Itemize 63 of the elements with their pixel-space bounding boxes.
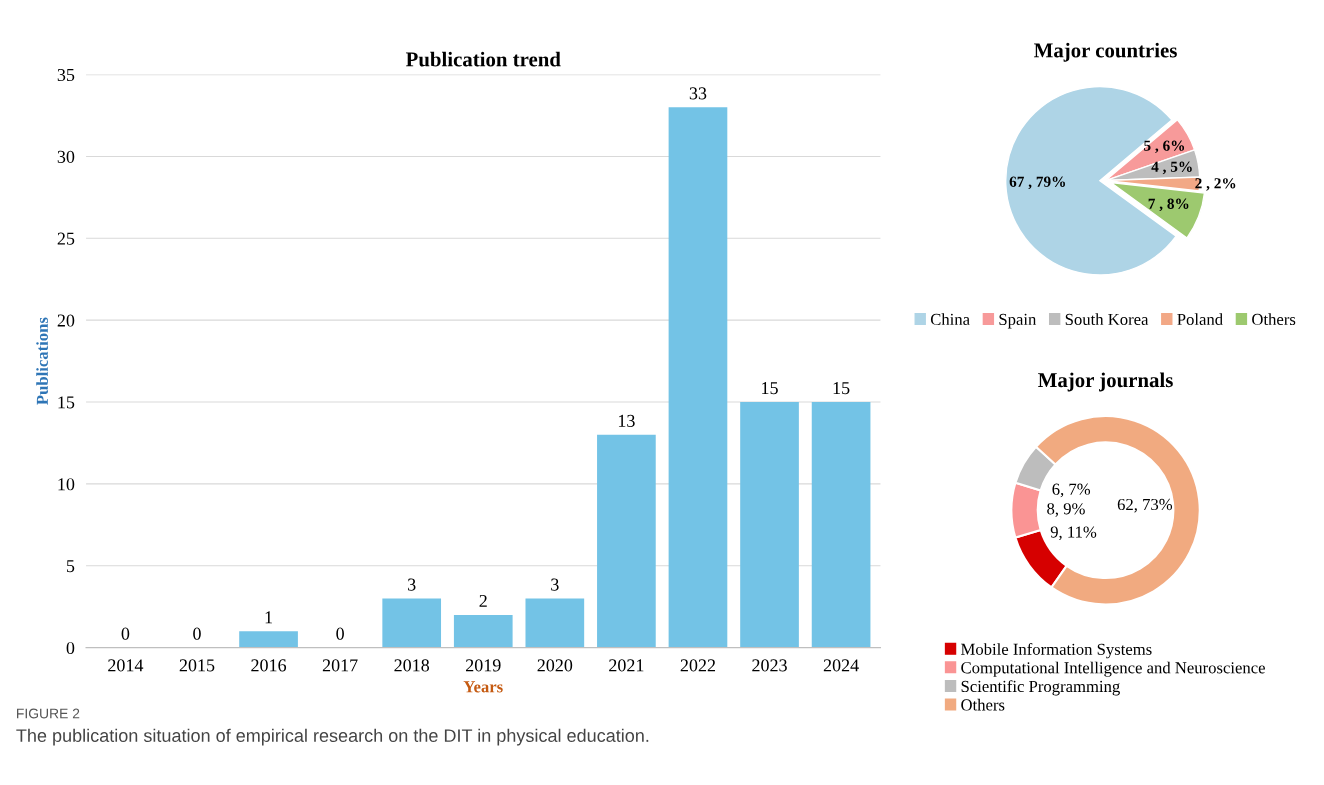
data-label: 5 , 6%	[1144, 140, 1185, 154]
legend-label: Poland	[1177, 313, 1223, 326]
data-label: 13	[618, 414, 635, 427]
data-label: 3	[551, 578, 559, 591]
x-tick-label: 2016	[251, 659, 287, 672]
x-tick-label: 2017	[322, 659, 358, 672]
legend-label: South Korea	[1065, 313, 1149, 326]
data-label: 8, 9%	[1047, 503, 1085, 517]
data-label: 33	[689, 87, 707, 100]
x-tick-label: 2023	[752, 659, 787, 672]
y-tick-label: 35	[57, 68, 75, 82]
bar	[525, 598, 585, 648]
legend-label: Others	[1252, 313, 1296, 326]
x-axis-title: Years	[463, 681, 503, 693]
y-tick-label: 5	[66, 560, 75, 573]
data-label: 2 , 2%	[1195, 178, 1236, 191]
data-label: 0	[193, 627, 201, 640]
legend-label: Spain	[999, 313, 1037, 329]
y-tick-label: 15	[58, 396, 75, 409]
y-tick-label: 25	[57, 232, 75, 245]
x-tick-label: 2022	[680, 659, 716, 672]
x-tick-label: 2014	[108, 659, 144, 672]
chart-title: Publication trend	[405, 51, 561, 67]
y-axis-title: Publications	[36, 317, 48, 405]
legend-label: Computational Intelligence and Neuroscience	[961, 661, 1265, 677]
caption: FIGURE 2	[17, 708, 80, 719]
data-label: 0	[336, 627, 344, 640]
data-label: 4 , 5%	[1151, 161, 1192, 175]
legend-label: Mobile Information Systems	[961, 643, 1152, 659]
x-tick-label: 2024	[823, 659, 859, 672]
bar	[453, 614, 513, 648]
y-tick-label: 10	[58, 478, 75, 491]
bar	[740, 402, 799, 648]
data-label: 1	[265, 611, 272, 624]
data-label: 2	[479, 594, 487, 607]
data-label: 0	[121, 627, 130, 640]
x-tick-label: 2015	[179, 659, 215, 672]
y-tick-label: 30	[57, 150, 75, 163]
bar	[597, 434, 656, 648]
chart-title: Major journals	[1038, 372, 1173, 392]
data-label: 15	[762, 382, 778, 395]
data-label: 3	[408, 578, 416, 591]
legend-label: Others	[961, 698, 1005, 711]
data-label: 15	[833, 382, 850, 395]
chart-title: Major countries	[1034, 42, 1177, 62]
text: The publication situation of empirical research on the DIT in physical education.	[16, 728, 649, 746]
x-tick-label: 2020	[537, 659, 573, 672]
x-tick-label: 2021	[609, 659, 644, 672]
data-label: 62, 73%	[1117, 498, 1173, 513]
bar	[811, 402, 871, 648]
bar	[668, 107, 728, 648]
x-tick-label: 2018	[394, 659, 430, 672]
data-label: 9, 11%	[1050, 526, 1097, 541]
x-tick-label: 2019	[466, 659, 501, 672]
bar	[382, 598, 442, 648]
data-label: 67 , 79%	[1009, 176, 1065, 190]
legend-label: Scientific Programming	[961, 680, 1120, 696]
y-tick-label: 20	[57, 314, 75, 327]
y-tick-label: 0	[66, 641, 75, 655]
legend-label: China	[930, 313, 970, 326]
data-label: 6, 7%	[1052, 483, 1091, 498]
data-label: 7 , 8%	[1148, 198, 1189, 212]
bar	[239, 631, 298, 648]
